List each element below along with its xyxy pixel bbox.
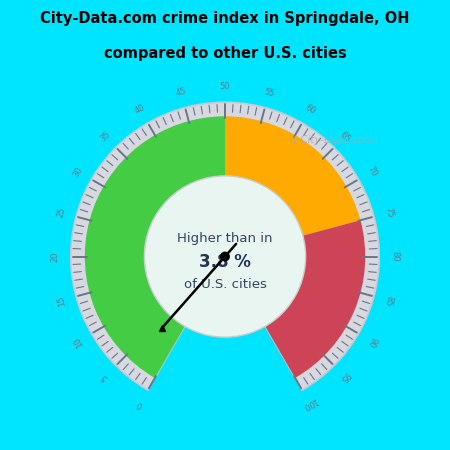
Text: 90: 90 <box>365 334 378 348</box>
Text: ℹ City-Data.com: ℹ City-Data.com <box>292 135 374 145</box>
Text: 3.8 %: 3.8 % <box>199 253 251 271</box>
Text: 70: 70 <box>365 165 378 179</box>
Text: 65: 65 <box>338 130 352 144</box>
Wedge shape <box>71 102 379 390</box>
Text: 15: 15 <box>55 294 67 306</box>
Text: 10: 10 <box>72 334 85 348</box>
Circle shape <box>221 252 229 261</box>
Wedge shape <box>266 220 365 378</box>
Text: 25: 25 <box>55 207 67 219</box>
Text: Higher than in: Higher than in <box>177 232 273 245</box>
Text: 80: 80 <box>390 251 399 262</box>
Text: City-Data.com crime index in Springdale, OH: City-Data.com crime index in Springdale,… <box>40 11 410 26</box>
Text: 40: 40 <box>133 103 147 116</box>
Text: 45: 45 <box>175 87 187 98</box>
Text: 35: 35 <box>98 130 112 144</box>
Text: 85: 85 <box>383 294 395 307</box>
Text: 55: 55 <box>263 87 275 98</box>
Text: 0: 0 <box>135 398 145 409</box>
Wedge shape <box>85 116 225 378</box>
Text: of U.S. cities: of U.S. cities <box>184 278 266 291</box>
Text: compared to other U.S. cities: compared to other U.S. cities <box>104 46 346 61</box>
Text: 100: 100 <box>301 396 319 411</box>
Text: 20: 20 <box>51 251 60 262</box>
Text: 60: 60 <box>303 103 317 116</box>
Text: 30: 30 <box>72 165 85 179</box>
Text: 75: 75 <box>383 206 395 219</box>
Text: 50: 50 <box>220 82 230 91</box>
Circle shape <box>144 176 306 337</box>
Text: 5: 5 <box>100 371 110 382</box>
Wedge shape <box>225 116 360 236</box>
Text: 95: 95 <box>338 369 352 383</box>
